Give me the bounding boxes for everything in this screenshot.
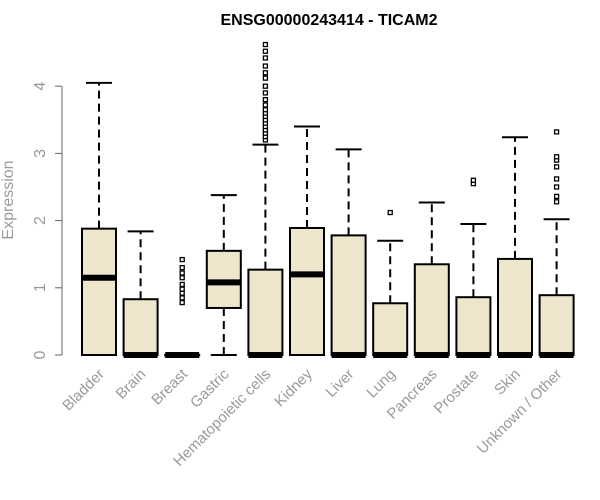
box-4 — [247, 41, 284, 358]
outlier-point — [179, 299, 185, 306]
outlier-point — [387, 209, 393, 216]
box-rect — [122, 298, 159, 356]
x-tick-label: Lung — [363, 366, 399, 402]
boxes-group — [81, 41, 575, 358]
outlier-point — [262, 75, 269, 81]
box-rect — [289, 226, 325, 357]
outlier-point — [179, 275, 185, 281]
x-tick-label: Bladder — [59, 366, 108, 415]
y-tick-label: 4 — [32, 82, 49, 91]
outlier-point — [262, 90, 269, 96]
outlier-point — [262, 41, 269, 48]
outlier-point — [262, 55, 269, 61]
outlier-point — [553, 176, 560, 182]
y-tick-label: 2 — [32, 216, 49, 225]
box-rect — [372, 302, 409, 357]
outlier-point — [553, 193, 560, 200]
x-tick-label: Liver — [322, 366, 357, 401]
box-11 — [538, 129, 575, 358]
box-7 — [372, 209, 409, 358]
box-rect — [247, 268, 284, 357]
box-rect — [413, 263, 450, 356]
box-5 — [289, 125, 325, 357]
outlier-point — [262, 102, 269, 108]
outlier-point — [553, 199, 560, 205]
y-axis-label: Expression — [0, 160, 17, 239]
outlier-point — [179, 270, 185, 276]
box-rect — [205, 249, 242, 309]
box-10 — [497, 136, 533, 358]
outlier-point — [179, 286, 185, 292]
outlier-point — [553, 129, 560, 135]
outlier-point — [262, 70, 269, 76]
box-rect — [455, 296, 492, 357]
box-rect — [497, 257, 533, 356]
outlier-point — [470, 177, 477, 183]
outlier-point — [553, 164, 560, 170]
box-0 — [81, 81, 117, 356]
y-tick-label: 3 — [32, 149, 49, 158]
outlier-point — [262, 63, 269, 69]
y-tick-label: 0 — [32, 350, 49, 359]
box-8 — [413, 201, 450, 358]
box-9 — [455, 177, 492, 358]
box-rect — [81, 227, 117, 356]
x-tick-label: Skin — [491, 366, 524, 399]
box-6 — [330, 148, 367, 358]
x-tick-label: Prostate — [431, 366, 483, 418]
y-tick-label: 1 — [32, 283, 49, 292]
outlier-point — [262, 107, 269, 113]
y-axis: 0 1 2 3 4 — [32, 82, 63, 359]
x-tick-label: Brain — [113, 366, 150, 403]
box-rect — [330, 234, 367, 356]
outlier-point — [179, 256, 185, 263]
box-2 — [164, 256, 201, 358]
outlier-point — [553, 154, 560, 160]
box-1 — [122, 230, 159, 358]
outlier-point — [179, 295, 185, 301]
outlier-point — [553, 184, 560, 190]
outlier-point — [179, 281, 185, 288]
box-rect — [538, 294, 575, 356]
x-tick-label: Breast — [148, 365, 191, 408]
outlier-point — [262, 83, 269, 89]
box-3 — [205, 194, 242, 356]
x-tick-label: Kidney — [271, 365, 316, 410]
outlier-point — [262, 96, 269, 103]
outlier-point — [262, 48, 269, 54]
outlier-point — [179, 264, 185, 271]
chart-title: ENSG00000243414 - TICAM2 — [221, 12, 438, 29]
